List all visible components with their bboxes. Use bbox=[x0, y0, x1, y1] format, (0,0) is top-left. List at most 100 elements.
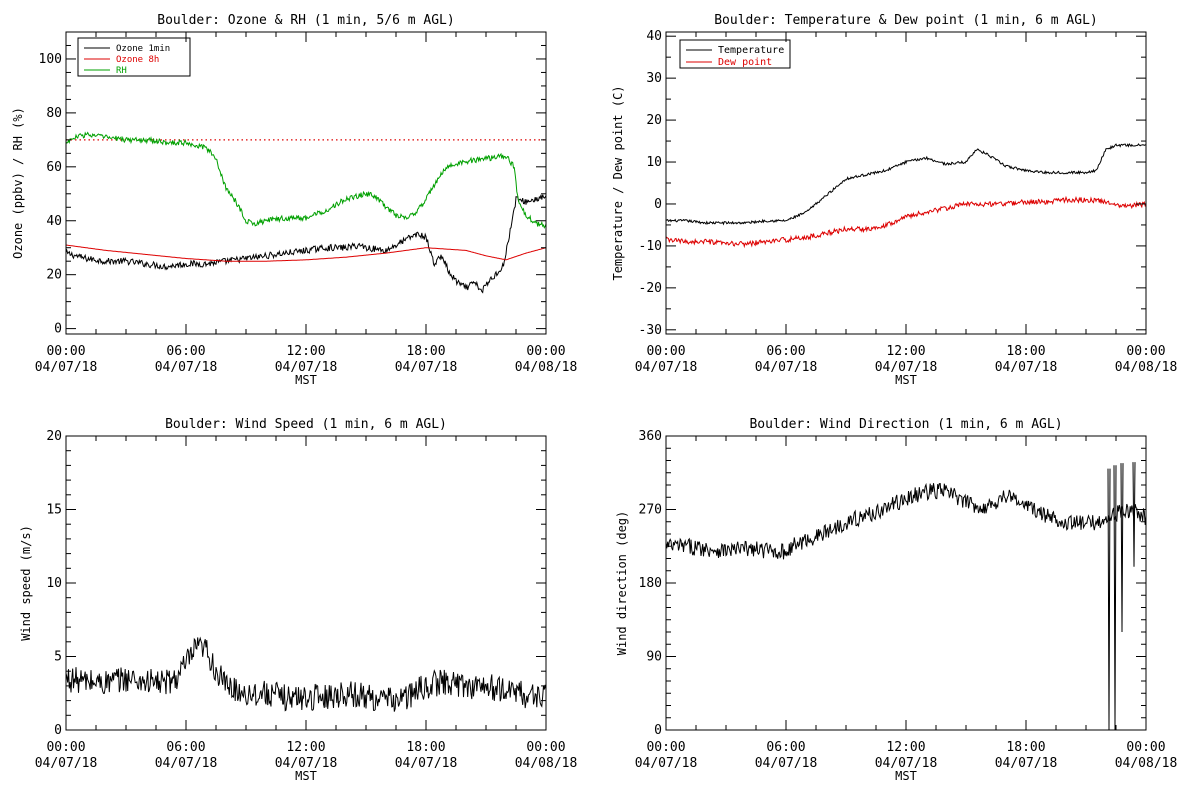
y-axis-label: Wind speed (m/s) bbox=[19, 525, 33, 641]
x-tick-label-time: 18:00 bbox=[1006, 344, 1045, 359]
x-tick-label-time: 18:00 bbox=[406, 344, 445, 359]
x-tick-label-date: 04/08/18 bbox=[1115, 360, 1178, 375]
legend-label-temperature: Temperature bbox=[718, 45, 784, 56]
x-tick-label-date: 04/07/18 bbox=[155, 360, 218, 375]
x-tick-label-time: 06:00 bbox=[766, 740, 805, 755]
x-axis-label: MST bbox=[895, 769, 917, 783]
series-spike bbox=[1113, 465, 1117, 731]
y-axis-label: Temperature / Dew point (C) bbox=[611, 85, 625, 280]
y-axis-label: Ozone (ppbv) / RH (%) bbox=[11, 107, 25, 259]
x-tick-label-time: 12:00 bbox=[286, 344, 325, 359]
panel-wind-direction: Boulder: Wind Direction (1 min, 6 m AGL)… bbox=[615, 417, 1177, 783]
x-tick-label-date: 04/08/18 bbox=[515, 756, 578, 771]
legend-box bbox=[679, 39, 791, 69]
series-line-rh bbox=[65, 131, 547, 229]
x-tick-label-date: 04/08/18 bbox=[1115, 756, 1178, 771]
y-tick-label: 40 bbox=[646, 29, 662, 44]
y-tick-label: 20 bbox=[46, 429, 62, 444]
legend-label-rh: RH bbox=[116, 66, 127, 76]
x-tick-label-time: 00:00 bbox=[1126, 344, 1165, 359]
x-tick-label-date: 04/07/18 bbox=[995, 756, 1058, 771]
x-tick-label-date: 04/07/18 bbox=[395, 360, 458, 375]
legend: Ozone 1min Ozone 8h RH bbox=[77, 37, 191, 77]
x-tick-label-time: 00:00 bbox=[46, 740, 85, 755]
x-tick-label-date: 04/07/18 bbox=[35, 360, 98, 375]
y-tick-label: 80 bbox=[46, 106, 62, 121]
panel-temperature-dewpoint: Boulder: Temperature & Dew point (1 min,… bbox=[611, 13, 1177, 387]
x-tick-label-date: 04/07/18 bbox=[35, 756, 98, 771]
x-tick-label-date: 04/07/18 bbox=[275, 756, 338, 771]
y-tick-label: 10 bbox=[46, 576, 62, 591]
x-tick-label-date: 04/07/18 bbox=[875, 360, 938, 375]
series-spike bbox=[1107, 468, 1111, 731]
series-line-temperature bbox=[665, 142, 1146, 226]
plot-area bbox=[665, 462, 1147, 731]
x-tick-label-time: 18:00 bbox=[1006, 740, 1045, 755]
series-line-dew-point bbox=[665, 195, 1147, 249]
x-tick-label-time: 06:00 bbox=[766, 344, 805, 359]
x-tick-label-time: 00:00 bbox=[46, 344, 85, 359]
plot-frame bbox=[665, 435, 1147, 731]
plot-area bbox=[65, 636, 547, 712]
x-axis-label: MST bbox=[295, 373, 317, 387]
x-tick-label-time: 00:00 bbox=[526, 740, 565, 755]
y-tick-label: 20 bbox=[646, 113, 662, 128]
plot-area bbox=[665, 142, 1147, 249]
x-tick-label-time: 12:00 bbox=[886, 740, 925, 755]
y-tick-label: 0 bbox=[54, 322, 62, 337]
y-axis-label: Wind direction (deg) bbox=[615, 511, 629, 656]
x-tick-label-time: 06:00 bbox=[166, 344, 205, 359]
plot-frame bbox=[65, 31, 547, 335]
legend: Temperature Dew point bbox=[679, 39, 791, 69]
y-tick-label: 0 bbox=[54, 723, 62, 738]
y-tick-label: 40 bbox=[46, 214, 62, 229]
series-line-wind-direction-deg bbox=[665, 482, 1147, 560]
legend-label-dew-point: Dew point bbox=[718, 57, 772, 68]
y-tick-label: 10 bbox=[646, 155, 662, 170]
plot-frame bbox=[665, 31, 1147, 335]
legend-label-ozone-1min: Ozone 1min bbox=[116, 44, 170, 54]
x-tick-label-date: 04/08/18 bbox=[515, 360, 578, 375]
series-line-ozone-8h bbox=[65, 244, 547, 262]
y-tick-label: 20 bbox=[46, 268, 62, 283]
chart-title: Boulder: Ozone & RH (1 min, 5/6 m AGL) bbox=[157, 13, 454, 28]
x-tick-label-time: 12:00 bbox=[286, 740, 325, 755]
x-tick-label-date: 04/07/18 bbox=[395, 756, 458, 771]
y-tick-label: -10 bbox=[639, 239, 662, 254]
chart-title: Boulder: Temperature & Dew point (1 min,… bbox=[714, 13, 1098, 28]
x-tick-label-time: 00:00 bbox=[646, 740, 685, 755]
panel-wind-speed: Boulder: Wind Speed (1 min, 6 m AGL) Win… bbox=[19, 417, 577, 783]
x-axis-label: MST bbox=[895, 373, 917, 387]
y-tick-label: 30 bbox=[646, 71, 662, 86]
x-tick-label-date: 04/07/18 bbox=[995, 360, 1058, 375]
chart-title: Boulder: Wind Speed (1 min, 6 m AGL) bbox=[165, 417, 447, 432]
y-tick-label: 100 bbox=[39, 52, 62, 67]
y-tick-label: 15 bbox=[46, 503, 62, 518]
x-tick-label-time: 00:00 bbox=[526, 344, 565, 359]
y-tick-label: 0 bbox=[654, 197, 662, 212]
series-line-ozone-1min bbox=[65, 194, 547, 294]
y-tick-label: 360 bbox=[639, 429, 662, 444]
y-tick-label: 60 bbox=[46, 160, 62, 175]
x-tick-label-time: 00:00 bbox=[1126, 740, 1165, 755]
x-tick-label-date: 04/07/18 bbox=[275, 360, 338, 375]
x-tick-label-date: 04/07/18 bbox=[155, 756, 218, 771]
x-tick-label-time: 00:00 bbox=[646, 344, 685, 359]
y-tick-label: 180 bbox=[639, 576, 662, 591]
plot-frame bbox=[65, 435, 547, 731]
series-spike bbox=[1132, 462, 1136, 567]
x-tick-label-date: 04/07/18 bbox=[635, 756, 698, 771]
legend-label-ozone-8h: Ozone 8h bbox=[116, 55, 159, 65]
x-tick-label-date: 04/07/18 bbox=[755, 756, 818, 771]
x-tick-label-time: 12:00 bbox=[886, 344, 925, 359]
x-tick-label-time: 18:00 bbox=[406, 740, 445, 755]
plot-area bbox=[65, 131, 547, 294]
series-line-wind-speed-m-s bbox=[65, 636, 547, 712]
y-tick-label: 0 bbox=[654, 723, 662, 738]
y-tick-label: 90 bbox=[646, 650, 662, 665]
y-tick-label: 270 bbox=[639, 503, 662, 518]
panel-ozone-rh: Boulder: Ozone & RH (1 min, 5/6 m AGL) O… bbox=[11, 13, 577, 387]
y-tick-label: -20 bbox=[639, 281, 662, 296]
x-tick-label-date: 04/07/18 bbox=[755, 360, 818, 375]
